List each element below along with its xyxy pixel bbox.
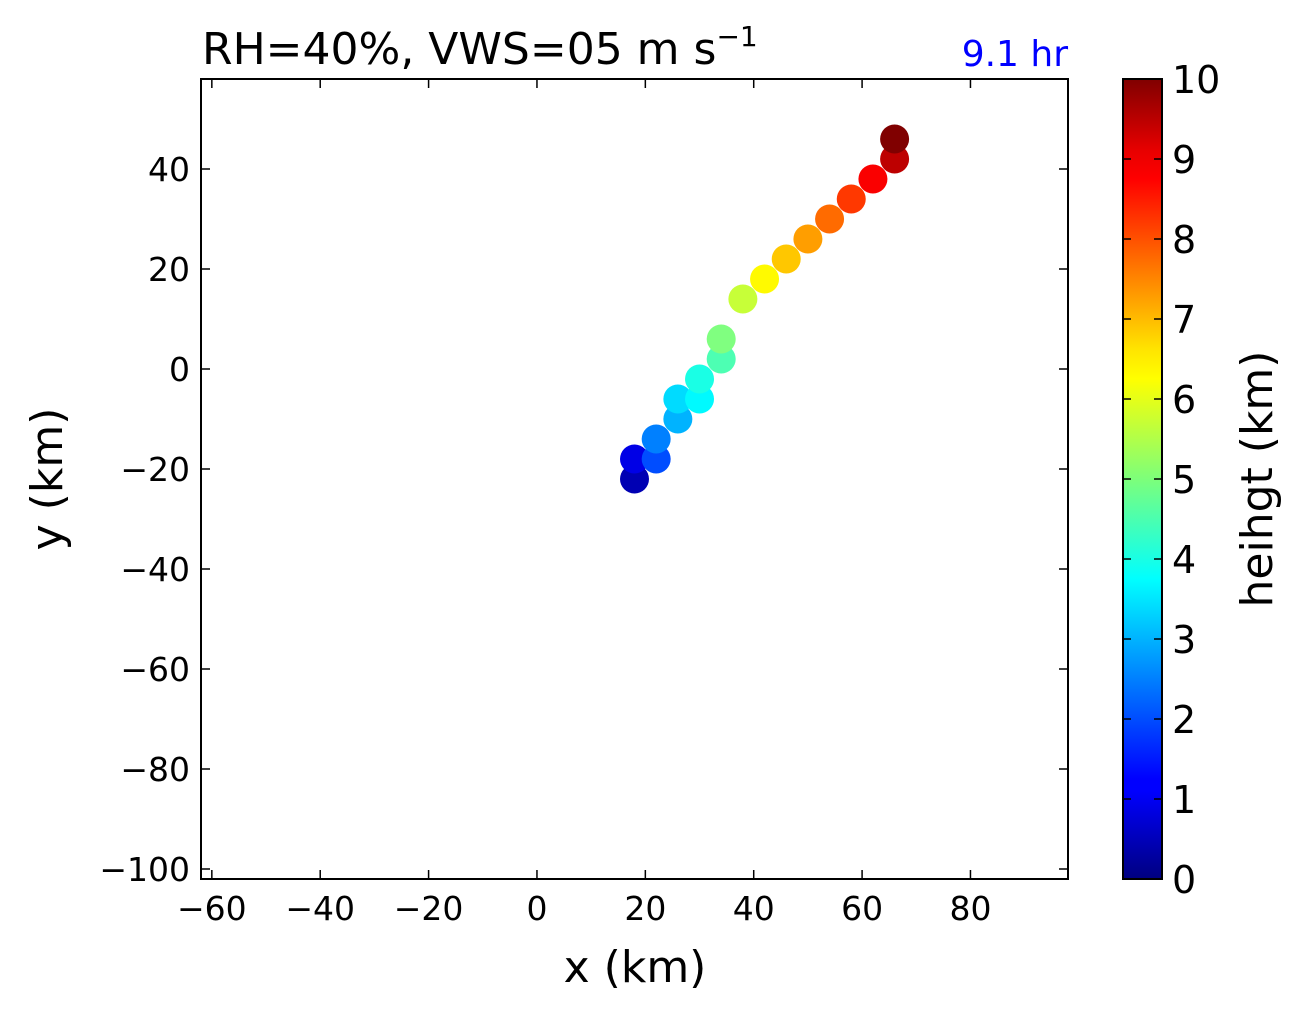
data-point bbox=[728, 284, 758, 314]
data-point bbox=[663, 384, 693, 414]
colorbar-tick-label: 6 bbox=[1172, 378, 1196, 422]
data-point bbox=[858, 164, 888, 194]
colorbar-label: heihgt (km) bbox=[1232, 351, 1283, 608]
colorbar-tick-label: 5 bbox=[1172, 458, 1196, 502]
data-point bbox=[793, 224, 823, 254]
data-point bbox=[663, 404, 693, 434]
data-point bbox=[620, 464, 649, 494]
data-point bbox=[880, 144, 910, 174]
colorbar-ticks: 0 1 2 3 4 5 6 7 8 9 10 bbox=[1123, 58, 1220, 902]
y-tick-label: −20 bbox=[120, 450, 190, 489]
x-tick-label: 60 bbox=[841, 889, 883, 928]
data-points bbox=[620, 124, 910, 494]
y-axis-ticks: 40 20 0 −20 −40 −60 −80 −100 bbox=[99, 150, 1068, 889]
colorbar-tick-label: 2 bbox=[1172, 698, 1196, 742]
y-tick-label: −80 bbox=[120, 750, 190, 789]
y-tick-label: −40 bbox=[120, 550, 190, 589]
x-tick-label: 20 bbox=[624, 889, 666, 928]
data-point bbox=[880, 124, 910, 154]
y-tick-label: 40 bbox=[148, 150, 190, 189]
data-point bbox=[641, 424, 671, 454]
colorbar-tick-label: 8 bbox=[1172, 218, 1196, 262]
x-tick-label: −20 bbox=[394, 889, 464, 928]
colorbar-tick-label: 0 bbox=[1172, 858, 1196, 902]
x-tick-label: −60 bbox=[177, 889, 247, 928]
y-tick-label: −100 bbox=[99, 850, 190, 889]
colorbar-tick-label: 7 bbox=[1172, 298, 1196, 342]
x-tick-label: 40 bbox=[733, 889, 775, 928]
colorbar-tick-label: 10 bbox=[1172, 58, 1220, 102]
data-point bbox=[641, 444, 671, 474]
data-point bbox=[620, 444, 649, 474]
colorbar-tick-label: 3 bbox=[1172, 618, 1196, 662]
y-axis-title: y (km) bbox=[22, 408, 73, 551]
x-axis-title: x (km) bbox=[564, 942, 707, 993]
chart-title-superscript: −1 bbox=[716, 20, 757, 53]
data-point bbox=[685, 364, 715, 394]
data-point bbox=[836, 184, 866, 214]
data-point bbox=[706, 344, 736, 374]
time-label: 9.1 hr bbox=[962, 34, 1069, 75]
colorbar-tick-label: 1 bbox=[1172, 778, 1196, 822]
colorbar-tick-label: 4 bbox=[1172, 538, 1196, 582]
x-tick-label: −40 bbox=[285, 889, 355, 928]
x-axis-ticks: −60 −40 −20 0 20 40 60 80 bbox=[177, 79, 991, 928]
data-point bbox=[706, 324, 736, 354]
plot-frame bbox=[200, 78, 1069, 880]
data-point bbox=[685, 384, 715, 414]
data-point bbox=[815, 204, 845, 234]
x-tick-label: 80 bbox=[949, 889, 991, 928]
colorbar-tick-label: 9 bbox=[1172, 138, 1196, 182]
data-point bbox=[771, 244, 801, 274]
chart-title: RH=40%, VWS=05 m s−1 bbox=[202, 20, 758, 75]
chart-title-main: RH=40%, VWS=05 m s bbox=[202, 24, 716, 75]
y-tick-label: 20 bbox=[148, 250, 190, 289]
data-point bbox=[750, 264, 780, 294]
x-tick-label: 0 bbox=[526, 889, 547, 928]
y-tick-label: −60 bbox=[120, 650, 190, 689]
y-tick-label: 0 bbox=[169, 350, 190, 389]
